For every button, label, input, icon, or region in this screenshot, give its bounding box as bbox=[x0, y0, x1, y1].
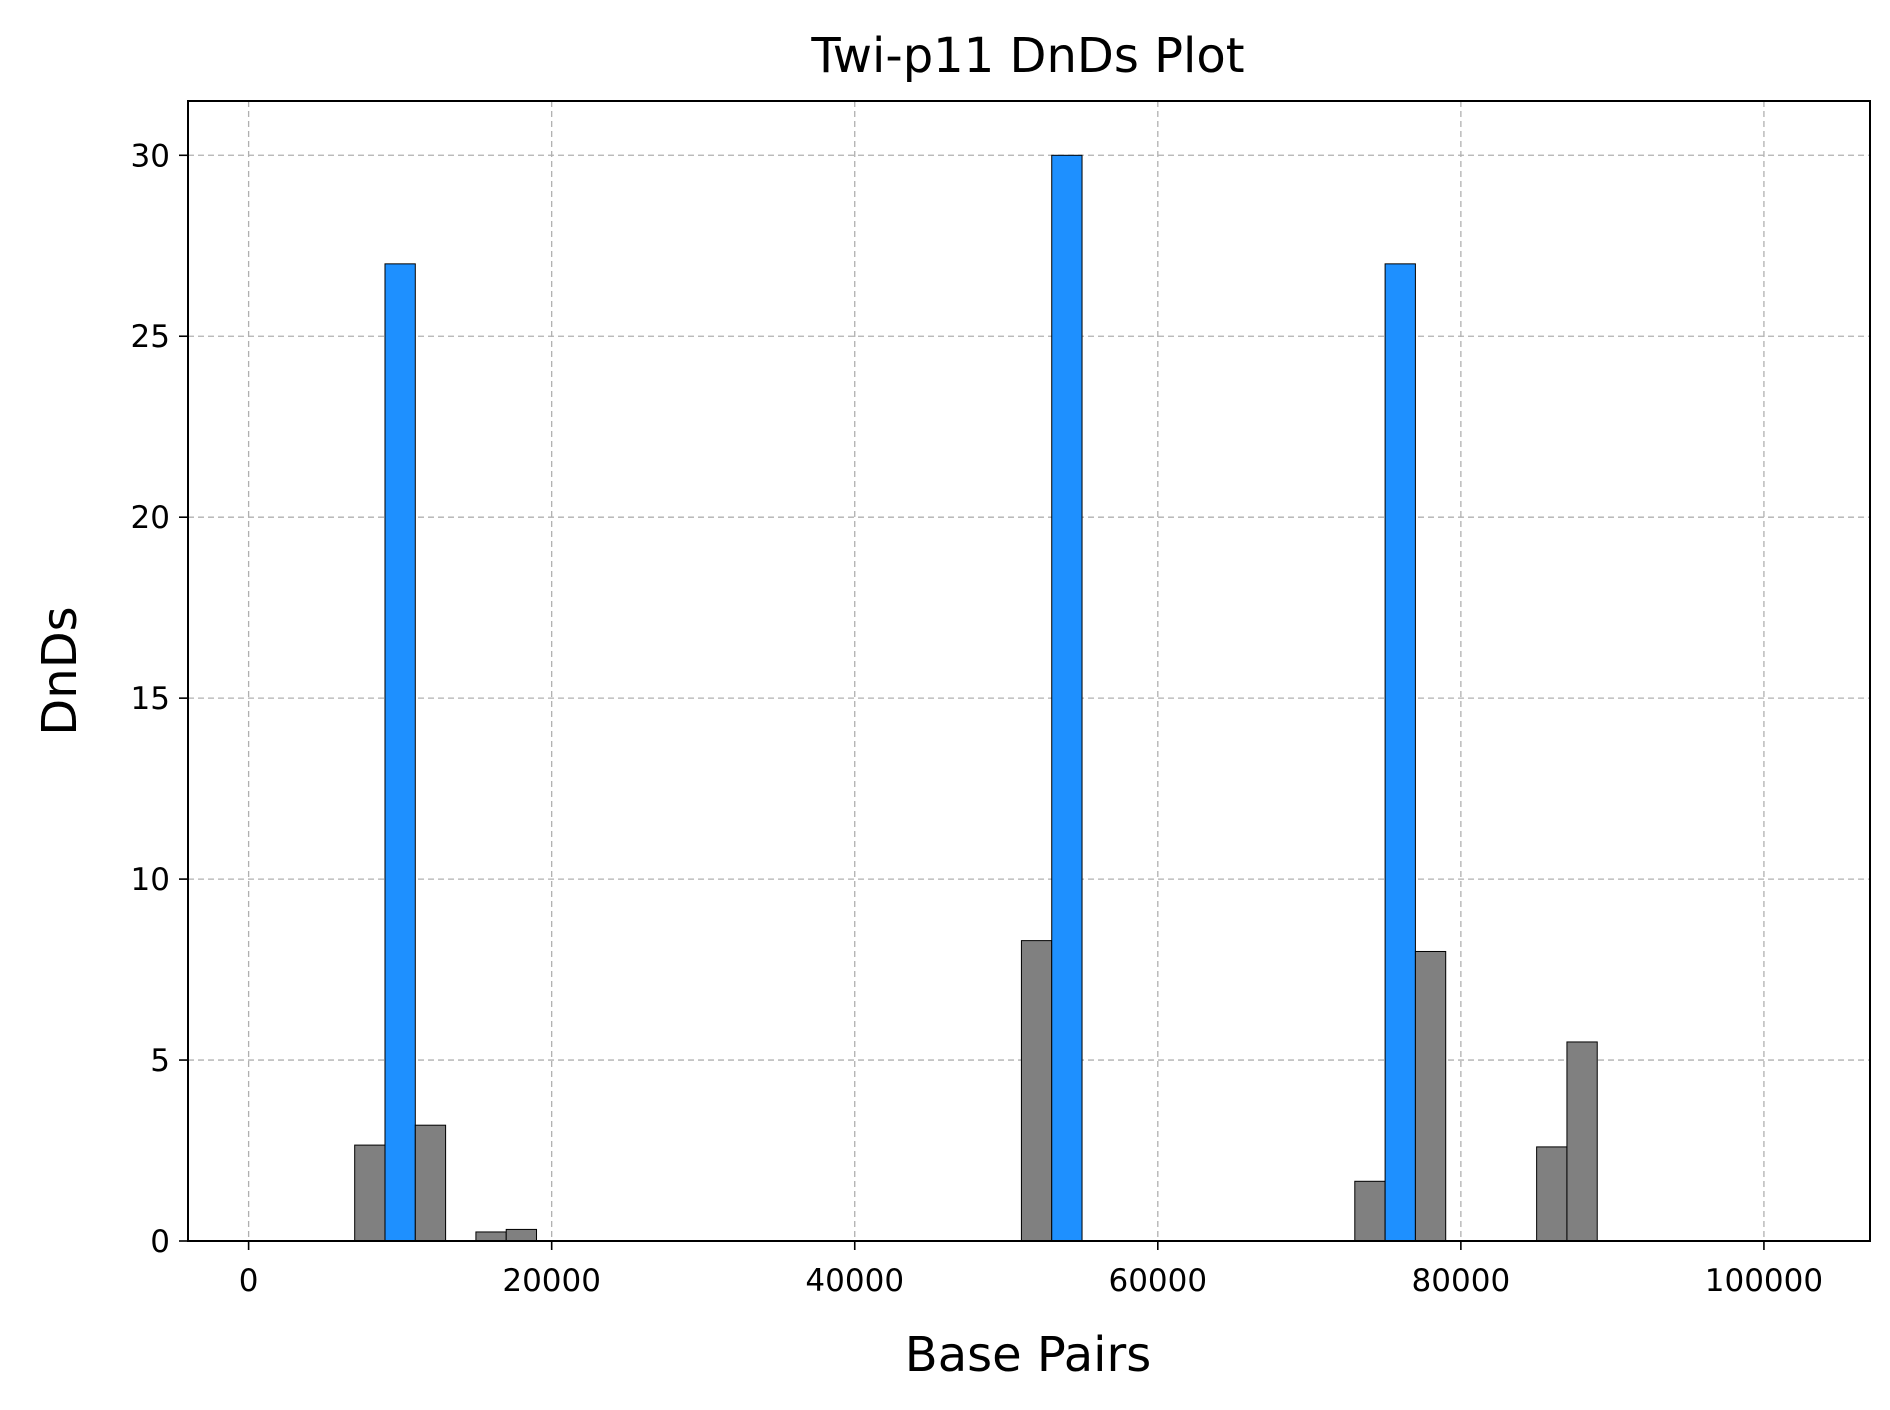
x-tick-label: 60000 bbox=[1108, 1263, 1207, 1299]
y-tick-label: 20 bbox=[131, 500, 170, 536]
y-tick-label: 30 bbox=[131, 138, 170, 174]
y-axis-label: DnDs bbox=[32, 606, 88, 735]
y-tick-label: 10 bbox=[131, 862, 170, 898]
x-tick-label: 40000 bbox=[805, 1263, 904, 1299]
plot-frame bbox=[187, 100, 1871, 1242]
x-axis-label: Base Pairs bbox=[905, 1327, 1151, 1383]
bar bbox=[1354, 1180, 1386, 1242]
axis-ticks: 0 20000 40000 60000 80000 100000 0 5 10 15 20 25 30 bbox=[131, 138, 1824, 1299]
bar-highlight bbox=[384, 263, 416, 1242]
bar bbox=[1020, 940, 1053, 1242]
x-tick-label: 100000 bbox=[1705, 1263, 1823, 1299]
x-tick-label: 0 bbox=[239, 1263, 259, 1299]
grid bbox=[188, 101, 1870, 1242]
chart-title: Twi-p11 DnDs Plot bbox=[810, 28, 1244, 84]
bar bbox=[1414, 950, 1447, 1242]
bar bbox=[354, 1144, 386, 1242]
x-tick-label: 80000 bbox=[1412, 1263, 1511, 1299]
x-tick-label: 20000 bbox=[502, 1263, 601, 1299]
bar bbox=[505, 1228, 538, 1242]
y-tick-label: 25 bbox=[131, 319, 170, 355]
y-tick-label: 15 bbox=[131, 681, 170, 717]
bar bbox=[1566, 1041, 1598, 1242]
bar-highlight bbox=[1051, 154, 1083, 1242]
bar bbox=[1536, 1146, 1568, 1242]
bar bbox=[475, 1231, 507, 1242]
bar bbox=[414, 1124, 447, 1242]
bar-highlight bbox=[1384, 263, 1416, 1242]
y-tick-label: 5 bbox=[150, 1043, 170, 1079]
y-tick-label: 0 bbox=[150, 1224, 170, 1260]
